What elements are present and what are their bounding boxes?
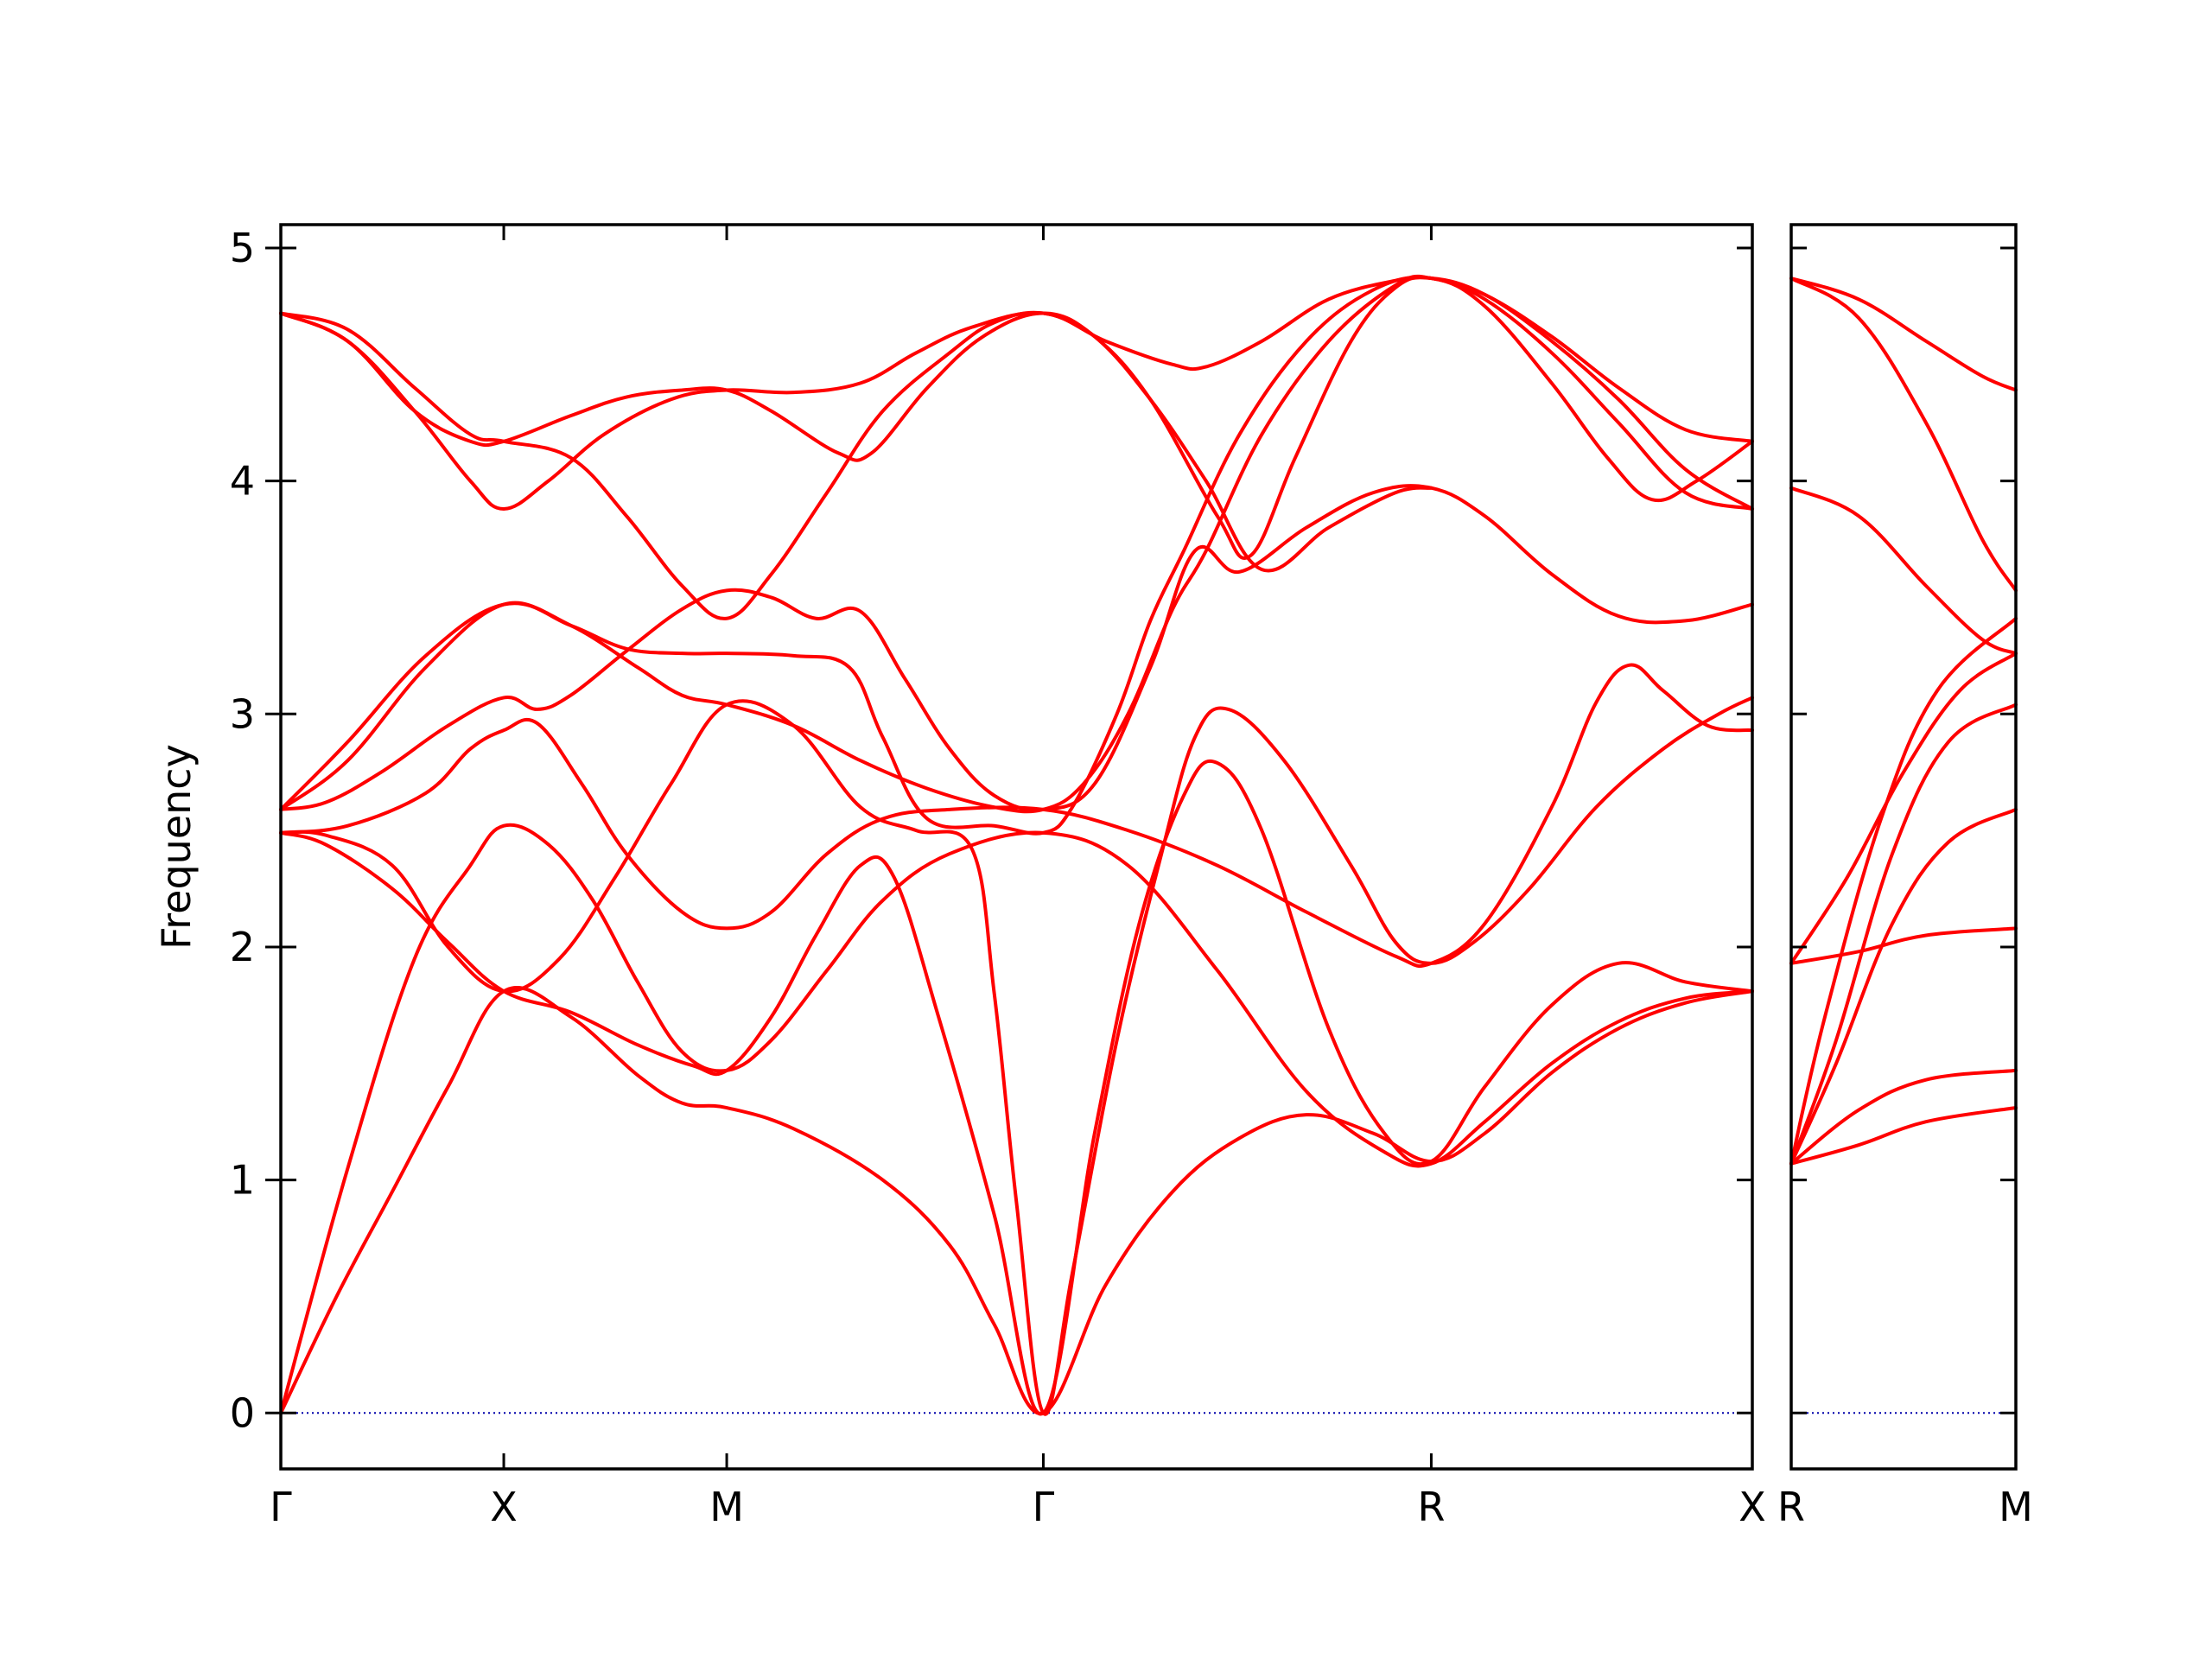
y-tick-label: 3 [230,690,255,737]
band-line [279,275,1754,511]
band-line [1789,276,2018,593]
x-tick-label: R [1417,1484,1445,1530]
plot-frame-main [279,223,1754,1471]
y-tick-label: 5 [230,225,255,271]
band-line [1789,1106,2018,1166]
band-line [279,759,1754,1416]
band-line [1789,486,2018,656]
x-tick-label: X [1738,1484,1766,1530]
x-tick-label: M [709,1484,744,1530]
band-line [1789,702,2018,1166]
band-line [279,823,1754,1415]
x-tick-label: R [1777,1484,1805,1530]
band-line [279,986,1754,1415]
band-line [1789,616,2018,1166]
y-tick-label: 2 [230,924,255,970]
band-line [1789,807,2018,1166]
y-tick-label: 4 [230,458,255,505]
x-tick-label: M [1999,1484,2033,1530]
y-axis-title: Frequency [153,744,200,950]
band-line [1789,926,2018,965]
y-axis: 0 1 2 3 4 5 [230,225,281,1436]
plot-frame-side [1789,223,2018,1471]
x-tick-label: X [490,1484,518,1530]
x-tick-label: Γ [270,1484,292,1530]
band-line [1789,652,2018,965]
y-tick-label: 1 [230,1157,255,1204]
band-line [279,276,1754,620]
band-line [279,274,1754,814]
y-tick-label: 0 [230,1389,255,1436]
band-line [1789,276,2018,392]
band-line [279,663,1754,969]
band-line [1789,1068,2018,1166]
band-line [279,484,1754,812]
x-tick-label: Γ [1033,1484,1055,1530]
band-line [279,696,1754,1416]
band-line [279,311,1433,573]
